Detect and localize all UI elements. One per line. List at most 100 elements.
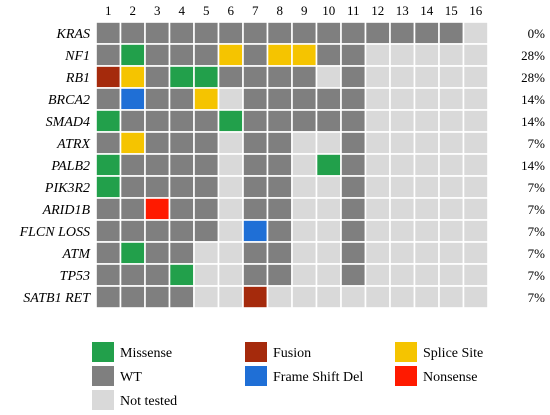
- heatmap-cell: [119, 87, 146, 111]
- heatmap-cell: [95, 219, 122, 243]
- heatmap-cell: [291, 263, 318, 287]
- heatmap-cell: [291, 43, 318, 67]
- legend-label: Fusion: [273, 346, 311, 361]
- heatmap-cell: [315, 21, 342, 45]
- mutation-grid: [95, 21, 489, 309]
- heatmap-cell: [438, 175, 465, 199]
- heatmap-cell: [291, 175, 318, 199]
- heatmap-cell: [364, 153, 391, 177]
- column-label: 7: [252, 3, 259, 18]
- heatmap-cell: [291, 241, 318, 265]
- heatmap-cell: [266, 43, 293, 67]
- column-label: 4: [179, 3, 186, 18]
- heatmap-cell: [438, 21, 465, 45]
- gene-label: ATM: [62, 247, 92, 262]
- heatmap-cell: [413, 109, 440, 133]
- gene-labels: KRAS NF1 RB1 BRCA2 SMAD4 ATRX PALB2 PIK3R2 ARID1…: [19, 27, 92, 306]
- heatmap-cell: [389, 43, 416, 67]
- heatmap-cell: [119, 285, 146, 309]
- heatmap-cell: [144, 87, 171, 111]
- heatmap-cell: [144, 153, 171, 177]
- heatmap-cell: [462, 197, 489, 221]
- heatmap-cell: [168, 43, 195, 67]
- heatmap-cell: [315, 43, 342, 67]
- legend-label: Splice Site: [423, 346, 483, 361]
- heatmap-cell: [291, 21, 318, 45]
- heatmap-cell: [95, 109, 122, 133]
- heatmap-cell: [462, 219, 489, 243]
- legend-label: Missense: [120, 346, 172, 361]
- heatmap-cell: [119, 109, 146, 133]
- heatmap-cell: [340, 263, 367, 287]
- heatmap-cell: [340, 219, 367, 243]
- heatmap-cell: [119, 65, 146, 89]
- heatmap-cell: [217, 241, 244, 265]
- column-label: 2: [130, 3, 137, 18]
- heatmap-cell: [438, 131, 465, 155]
- heatmap-cell: [462, 109, 489, 133]
- heatmap-cell: [144, 131, 171, 155]
- heatmap-cell: [389, 197, 416, 221]
- gene-label: PALB2: [50, 159, 90, 174]
- heatmap-cell: [119, 153, 146, 177]
- legend-swatch: [245, 342, 267, 362]
- column-label: 9: [301, 3, 308, 18]
- heatmap-cell: [217, 87, 244, 111]
- heatmap-cell: [413, 131, 440, 155]
- percent-label: 14%: [521, 114, 545, 129]
- gene-label: PIK3R2: [44, 181, 90, 196]
- heatmap-cell: [242, 219, 269, 243]
- heatmap-cell: [462, 153, 489, 177]
- heatmap-cell: [266, 285, 293, 309]
- heatmap-cell: [438, 197, 465, 221]
- heatmap-cell: [217, 153, 244, 177]
- heatmap-cell: [193, 197, 220, 221]
- heatmap-cell: [242, 175, 269, 199]
- heatmap-cell: [266, 65, 293, 89]
- column-label: 6: [228, 3, 235, 18]
- heatmap-cell: [340, 241, 367, 265]
- heatmap-cell: [193, 65, 220, 89]
- percent-label: 7%: [528, 290, 546, 305]
- percent-labels: 0% 28% 28% 14% 14% 7% 14% 7% 7% 7% 7% 7% 7%: [521, 26, 545, 305]
- gene-label: ARID1B: [42, 203, 91, 218]
- heatmap-cell: [364, 263, 391, 287]
- heatmap-cell: [119, 241, 146, 265]
- heatmap-cell: [217, 109, 244, 133]
- heatmap-cell: [242, 21, 269, 45]
- heatmap-cell: [462, 43, 489, 67]
- heatmap-cell: [217, 65, 244, 89]
- heatmap-cell: [364, 109, 391, 133]
- heatmap-cell: [193, 109, 220, 133]
- gene-label: SATB1 RET: [23, 291, 91, 306]
- column-label: 14: [420, 3, 434, 18]
- heatmap-cell: [193, 153, 220, 177]
- heatmap-cell: [364, 87, 391, 111]
- column-labels: 1 2 3 4 5 6 7 8 9 10 11 12 13 14 15 16: [105, 3, 483, 18]
- heatmap-cell: [266, 87, 293, 111]
- heatmap-cell: [413, 21, 440, 45]
- heatmap-cell: [242, 109, 269, 133]
- heatmap-cell: [340, 21, 367, 45]
- percent-label: 7%: [528, 268, 546, 283]
- column-label: 8: [277, 3, 284, 18]
- heatmap-cell: [413, 285, 440, 309]
- legend-swatch: [395, 366, 417, 386]
- heatmap-cell: [168, 285, 195, 309]
- heatmap-cell: [266, 197, 293, 221]
- heatmap-cell: [95, 197, 122, 221]
- heatmap-cell: [389, 263, 416, 287]
- heatmap-cell: [462, 87, 489, 111]
- heatmap-cell: [95, 241, 122, 265]
- heatmap-cell: [168, 153, 195, 177]
- heatmap-cell: [438, 65, 465, 89]
- heatmap-cell: [389, 175, 416, 199]
- heatmap-cell: [168, 131, 195, 155]
- heatmap-cell: [364, 197, 391, 221]
- heatmap-cell: [291, 87, 318, 111]
- column-label: 13: [396, 3, 409, 18]
- heatmap-cell: [389, 153, 416, 177]
- column-label: 16: [469, 3, 483, 18]
- heatmap-cell: [315, 175, 342, 199]
